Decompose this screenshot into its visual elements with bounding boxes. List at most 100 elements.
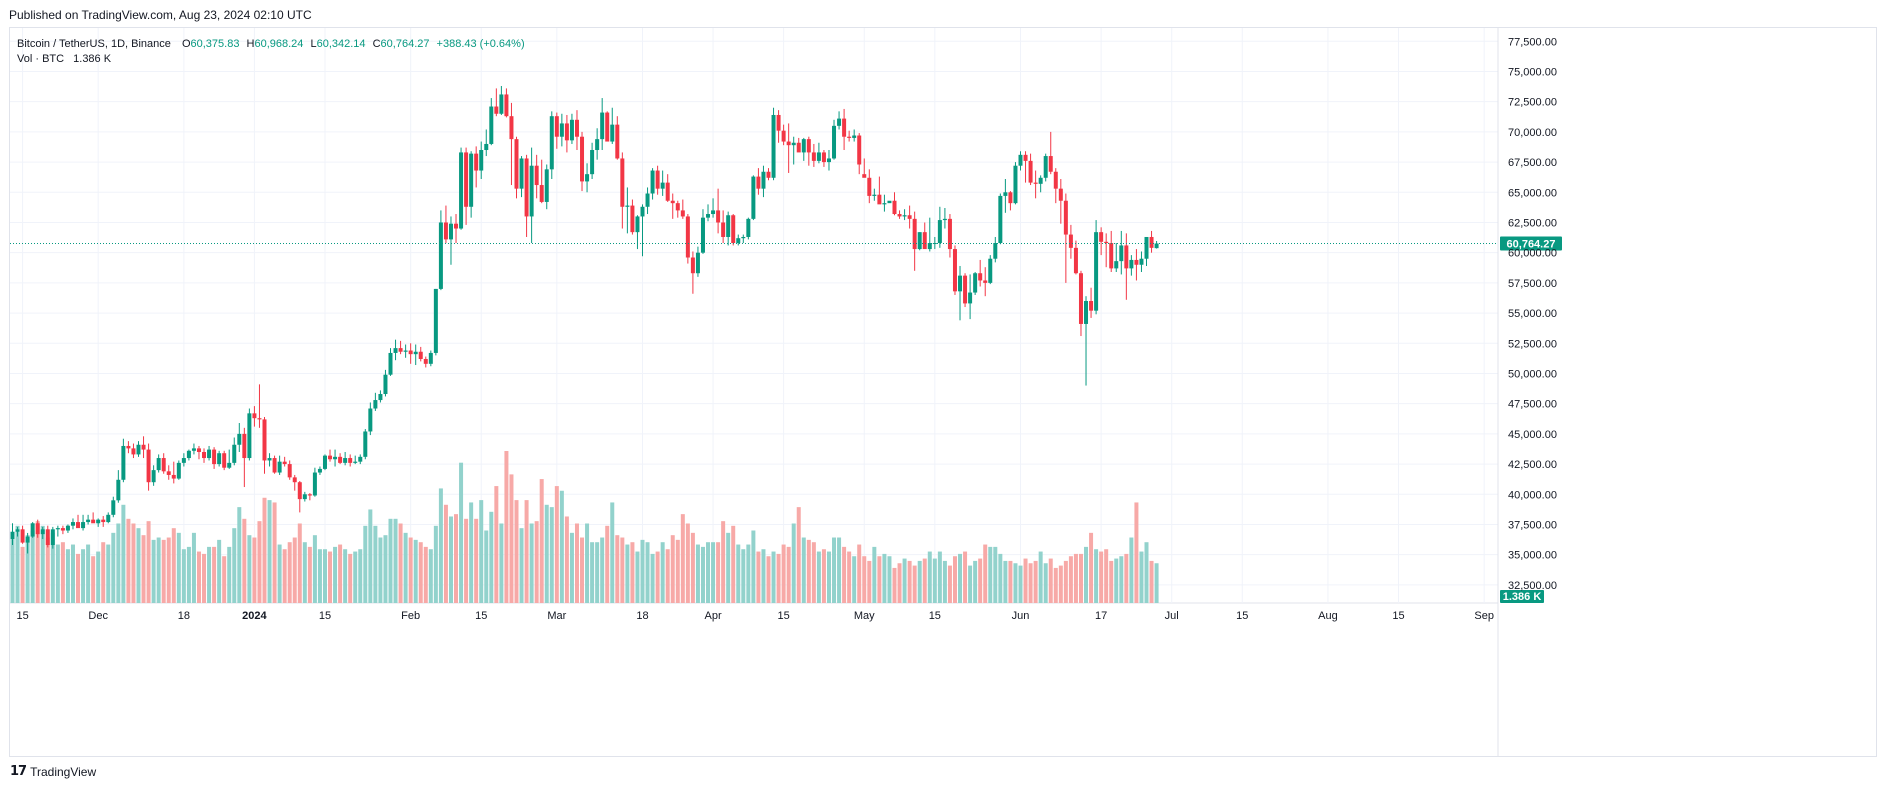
- low-label: L: [310, 38, 317, 50]
- volume-bar: [700, 546, 705, 603]
- candle-body: [650, 170, 655, 194]
- volume-bar: [796, 507, 801, 603]
- volume-bar: [96, 551, 101, 603]
- candle-body: [499, 94, 504, 114]
- volume-bar: [166, 537, 171, 603]
- volume-bar: [1058, 565, 1063, 603]
- candle-body: [151, 470, 156, 483]
- candle-body: [277, 461, 282, 473]
- volume-bar: [1089, 532, 1094, 603]
- time-axis-label: 18: [178, 610, 190, 622]
- candle-body: [252, 413, 257, 419]
- volume-bar: [1063, 560, 1068, 603]
- volume-bar: [952, 556, 957, 603]
- candlestick-chart[interactable]: 60,764.27 1.386 K 77,500.00 75,000.00 72,50…: [10, 28, 1876, 756]
- volume-bar: [640, 539, 645, 603]
- candle-body: [937, 220, 942, 244]
- candle-body: [1058, 188, 1063, 201]
- candle-body: [60, 528, 65, 531]
- price-axis-label: 62,500.00: [1508, 217, 1557, 229]
- volume-bar: [403, 532, 408, 603]
- price-axis-label: 75,000.00: [1508, 66, 1557, 78]
- volume-bar: [262, 497, 267, 603]
- candle-body: [1073, 247, 1078, 274]
- volume-bar: [524, 500, 529, 603]
- candle-body: [574, 119, 579, 137]
- candle-body: [373, 400, 378, 409]
- volume-bar: [1094, 549, 1099, 603]
- candle-body: [952, 249, 957, 292]
- volume-bar: [121, 504, 126, 603]
- candle-body: [963, 275, 968, 304]
- volume-bar: [1104, 549, 1109, 603]
- candle-body: [978, 273, 983, 281]
- candle-body: [1139, 258, 1144, 265]
- volume-bar: [141, 535, 146, 603]
- volume-bar: [25, 535, 30, 603]
- candle-body: [549, 116, 554, 170]
- price-axis-label: 35,000.00: [1508, 550, 1557, 562]
- volume-bar: [811, 542, 816, 603]
- candle-body: [685, 216, 690, 258]
- volume-bar: [595, 542, 600, 603]
- volume-bar: [252, 537, 257, 603]
- volume-bar: [1013, 563, 1018, 603]
- candle-body: [317, 468, 322, 473]
- volume-bar: [307, 546, 312, 603]
- volume-bar: [998, 553, 1003, 603]
- volume-label[interactable]: Vol · BTC: [17, 53, 65, 65]
- candle-body: [554, 116, 559, 137]
- candle-body: [711, 210, 716, 215]
- candle-body: [695, 252, 700, 274]
- time-axis-label: Sep: [1474, 610, 1494, 622]
- volume-bar: [665, 549, 670, 603]
- volume-bar: [156, 537, 161, 603]
- volume-bar: [711, 542, 716, 603]
- volume-bar: [242, 518, 247, 603]
- candle-body: [1038, 177, 1043, 184]
- symbol-title[interactable]: Bitcoin / TetherUS, 1D, Binance: [17, 38, 171, 50]
- volume-bar: [1119, 556, 1124, 603]
- volume-bar: [716, 542, 721, 603]
- candle-body: [443, 222, 448, 240]
- time-axis-label: 15: [777, 610, 789, 622]
- candle-body: [161, 458, 166, 472]
- volume-bar: [751, 530, 756, 603]
- volume-bar: [1053, 567, 1058, 603]
- candle-body: [272, 458, 277, 473]
- volume-legend: Vol · BTC 1.386 K: [17, 53, 111, 65]
- candle-body: [141, 444, 146, 450]
- volume-bar: [161, 539, 166, 603]
- candle-body: [988, 258, 993, 283]
- volume-bar: [625, 544, 630, 603]
- volume-bar: [600, 537, 605, 603]
- candle-body: [942, 218, 947, 221]
- candle-body: [353, 461, 358, 463]
- candle-body: [796, 142, 801, 153]
- candle-body: [519, 158, 524, 189]
- candle-body: [262, 419, 267, 461]
- volume-bar: [549, 507, 554, 603]
- time-axis-label: 15: [319, 610, 331, 622]
- candle-body: [1063, 200, 1068, 235]
- tradingview-brand[interactable]: 17 TradingView: [10, 764, 96, 779]
- candle-body: [801, 139, 806, 153]
- volume-bar: [217, 539, 222, 603]
- volume-bar: [247, 535, 252, 603]
- candle-body: [998, 195, 1003, 244]
- candle-body: [751, 176, 756, 219]
- candle-body: [464, 152, 469, 207]
- candle-body: [1028, 160, 1033, 183]
- volume-bar: [746, 544, 751, 603]
- candle-body: [292, 477, 297, 483]
- volume-bar: [499, 523, 504, 603]
- volume-bar: [912, 565, 917, 603]
- candle-body: [398, 348, 403, 352]
- candle-body: [993, 243, 998, 259]
- last-volume-badge-label: 1.386 K: [1503, 591, 1542, 603]
- volume-bar: [761, 549, 766, 603]
- candle-body: [45, 529, 50, 546]
- volume-bar: [862, 556, 867, 603]
- last-volume-badge: [1500, 590, 1544, 603]
- candle-body: [196, 448, 201, 453]
